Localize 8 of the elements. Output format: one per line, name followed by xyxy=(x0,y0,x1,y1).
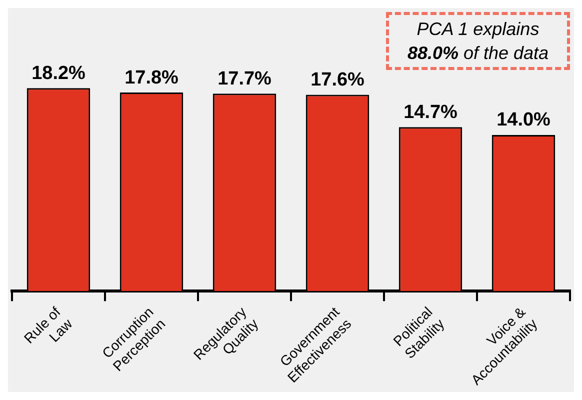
text: PCA 1 explains 88.0% of the data xyxy=(407,19,549,63)
data-label: 14.7% xyxy=(404,102,458,123)
data-label: 17.8% xyxy=(124,67,179,88)
data-label: 17.7% xyxy=(218,68,272,90)
x-tick-label: Rule of Law xyxy=(20,304,76,346)
data-label: 17.6% xyxy=(310,70,365,91)
data-label: 14.0% xyxy=(496,110,551,131)
data-label: 18.2% xyxy=(32,62,86,84)
